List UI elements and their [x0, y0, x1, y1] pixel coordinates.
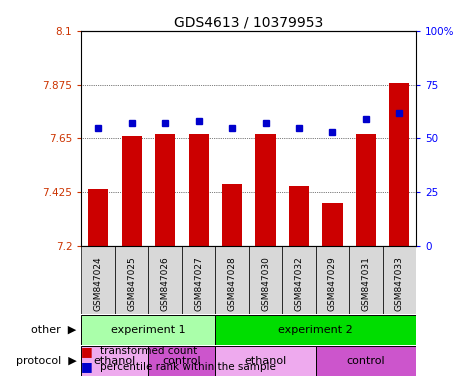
Text: other  ▶: other ▶ [32, 324, 77, 334]
FancyBboxPatch shape [182, 246, 215, 314]
Bar [389, 83, 410, 246]
Text: GSM847024: GSM847024 [93, 256, 103, 311]
FancyBboxPatch shape [215, 346, 316, 376]
Text: control: control [346, 356, 385, 366]
FancyBboxPatch shape [81, 314, 215, 344]
Bar [155, 134, 175, 246]
Text: ethanol: ethanol [245, 356, 286, 366]
Bar [88, 189, 108, 246]
FancyBboxPatch shape [349, 246, 383, 314]
Text: GSM847027: GSM847027 [194, 256, 203, 311]
FancyBboxPatch shape [215, 314, 416, 344]
Bar [356, 134, 376, 246]
FancyBboxPatch shape [316, 246, 349, 314]
Text: GSM847031: GSM847031 [361, 256, 371, 311]
FancyBboxPatch shape [115, 246, 148, 314]
Text: GSM847030: GSM847030 [261, 256, 270, 311]
Bar [222, 184, 242, 246]
Bar [322, 203, 343, 246]
Text: GSM847025: GSM847025 [127, 256, 136, 311]
Bar [121, 136, 142, 246]
Text: GSM847028: GSM847028 [227, 256, 237, 311]
FancyBboxPatch shape [215, 246, 249, 314]
FancyBboxPatch shape [81, 346, 148, 376]
Text: percentile rank within the sample: percentile rank within the sample [100, 362, 276, 372]
Text: GSM847029: GSM847029 [328, 256, 337, 311]
Text: transformed count: transformed count [100, 346, 197, 356]
Bar [255, 134, 276, 246]
Text: protocol  ▶: protocol ▶ [16, 356, 77, 366]
FancyBboxPatch shape [316, 346, 416, 376]
FancyBboxPatch shape [81, 246, 115, 314]
Text: ■: ■ [81, 360, 97, 373]
Text: control: control [162, 356, 201, 366]
Title: GDS4613 / 10379953: GDS4613 / 10379953 [174, 16, 323, 30]
FancyBboxPatch shape [249, 246, 282, 314]
Text: GSM847026: GSM847026 [160, 256, 170, 311]
FancyBboxPatch shape [148, 246, 182, 314]
Text: ethanol: ethanol [94, 356, 136, 366]
Text: GSM847033: GSM847033 [395, 256, 404, 311]
Bar [188, 134, 209, 246]
FancyBboxPatch shape [148, 346, 215, 376]
Text: ■: ■ [81, 345, 97, 358]
Text: GSM847032: GSM847032 [294, 256, 304, 311]
Text: experiment 2: experiment 2 [279, 324, 353, 334]
FancyBboxPatch shape [282, 246, 316, 314]
FancyBboxPatch shape [383, 246, 416, 314]
Bar [289, 186, 309, 246]
Text: experiment 1: experiment 1 [111, 324, 186, 334]
